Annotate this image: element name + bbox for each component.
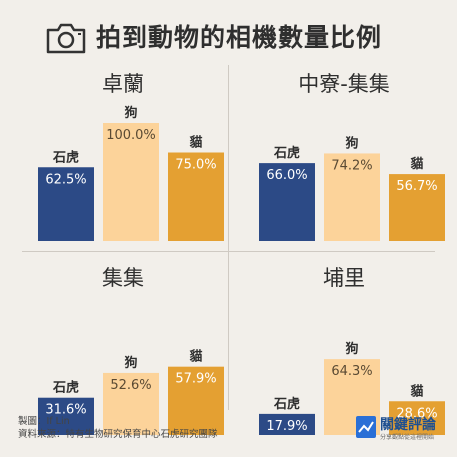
chart-panel-jiji: 集集 石虎 31.6% 狗 52.6% 貓 57.9% <box>18 262 228 447</box>
chart-panel-puli: 埔里 石虎 17.9% 狗 64.3% 貓 28.6% <box>239 262 449 447</box>
category-label: 石虎 <box>273 145 300 161</box>
category-label: 石虎 <box>52 380 79 396</box>
category-label: 石虎 <box>273 396 300 412</box>
category-label: 石虎 <box>52 149 79 165</box>
chart-panel-zhuolan: 卓蘭 石虎 62.5% 狗 100.0% 貓 75.0% <box>18 68 228 253</box>
bar-0 <box>259 413 315 435</box>
category-label: 貓 <box>189 349 202 365</box>
footer-source: 資料來源：特有生物研究保育中心石虎研究團隊 <box>18 429 218 440</box>
value-label: 31.6% <box>45 403 86 418</box>
footer-maker: 製圖：If Lin <box>18 416 70 427</box>
bar-2 <box>168 152 224 241</box>
chart-svg: 石虎 17.9% 狗 64.3% 貓 28.6% <box>259 341 445 435</box>
logo-tagline: 分享觀點從這裡開始 <box>380 434 435 441</box>
chart-svg: 石虎 31.6% 狗 52.6% 貓 57.9% <box>38 349 224 435</box>
logo: 關鍵評論 分享觀點從這裡開始 <box>356 414 442 444</box>
value-label: 100.0% <box>106 128 156 143</box>
value-label: 28.6% <box>396 406 437 421</box>
value-label: 56.7% <box>396 179 437 194</box>
footer: 製圖：If Lin 資料來源：特有生物研究保育中心石虎研究團隊 <box>18 415 218 441</box>
value-label: 64.3% <box>331 364 372 379</box>
category-label: 貓 <box>410 156 423 172</box>
value-label: 17.9% <box>266 419 307 434</box>
chart-svg: 石虎 62.5% 狗 100.0% 貓 75.0% <box>38 105 224 241</box>
bar-2 <box>389 174 445 241</box>
bar-1 <box>324 153 380 241</box>
value-label: 75.0% <box>175 158 216 173</box>
bar-2 <box>168 366 224 435</box>
category-label: 貓 <box>189 135 202 151</box>
chart-title: 中寮-集集 <box>298 72 390 96</box>
header: 拍到動物的相機數量比例 <box>0 0 457 62</box>
bar-0 <box>259 163 315 241</box>
value-label: 66.0% <box>266 168 307 183</box>
chart-title: 卓蘭 <box>102 72 144 96</box>
value-label: 57.9% <box>175 372 216 387</box>
bar-1 <box>103 372 159 435</box>
chart-title: 集集 <box>102 266 144 290</box>
category-label: 狗 <box>345 135 358 151</box>
value-label: 52.6% <box>110 378 151 393</box>
category-label: 狗 <box>124 105 137 121</box>
page-title: 拍到動物的相機數量比例 <box>96 23 383 52</box>
bar-0 <box>38 397 94 435</box>
value-label: 74.2% <box>331 158 372 173</box>
bar-2 <box>389 401 445 435</box>
chart-panel-zhongliao-jiji: 中寮-集集 石虎 66.0% 狗 74.2% 貓 56.7% <box>239 68 449 253</box>
logo-name: 關鍵評論 <box>380 417 436 433</box>
logo-icon <box>356 416 376 438</box>
chart-title: 埔里 <box>323 266 365 290</box>
category-label: 貓 <box>410 383 423 399</box>
chart-svg: 石虎 66.0% 狗 74.2% 貓 56.7% <box>259 135 445 241</box>
category-label: 狗 <box>124 355 137 371</box>
bar-0 <box>38 167 94 241</box>
bar-1 <box>103 123 159 241</box>
camera-icon <box>46 23 86 54</box>
value-label: 62.5% <box>45 172 86 187</box>
vertical-divider <box>228 65 229 410</box>
category-label: 狗 <box>345 341 358 357</box>
